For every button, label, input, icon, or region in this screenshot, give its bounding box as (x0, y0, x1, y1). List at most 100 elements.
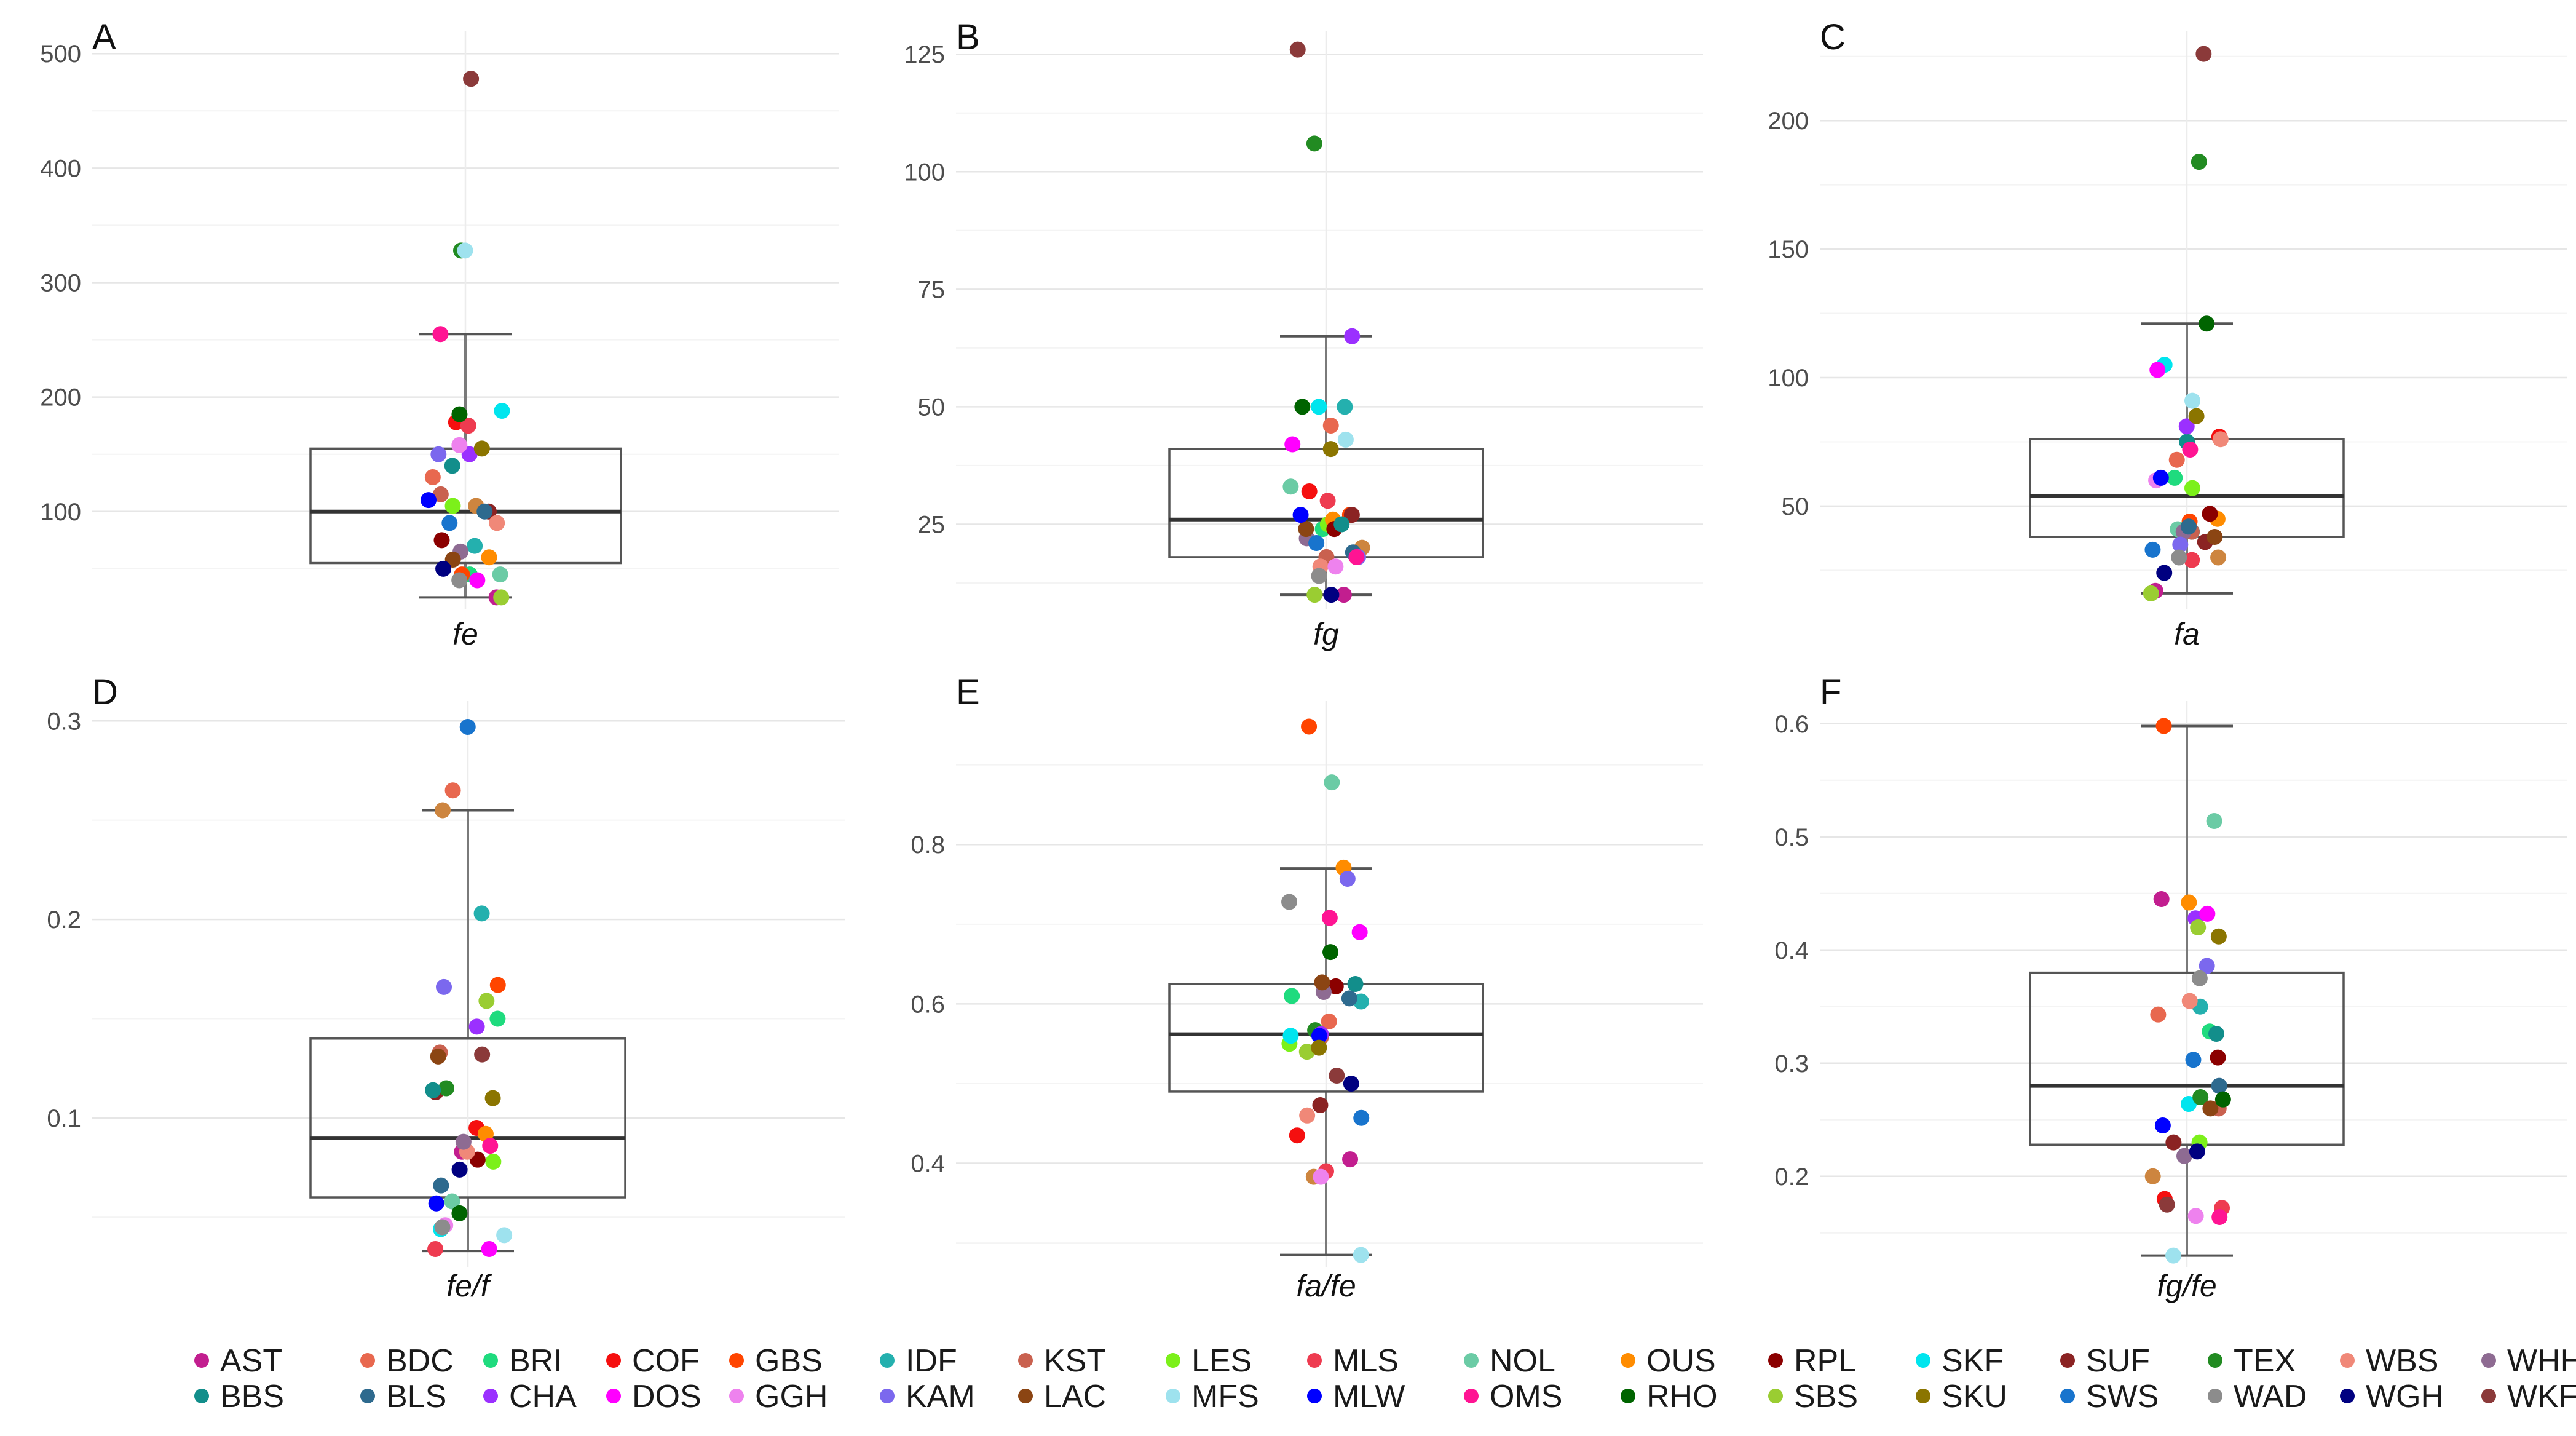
legend-label: IDF (906, 1343, 957, 1379)
data-point-mfs (2184, 392, 2201, 409)
legend-label: WHH (2507, 1343, 2576, 1379)
legend-label: NOL (1490, 1343, 1555, 1379)
data-point-wgh (1343, 1075, 1359, 1092)
legend-item-gbs: GBS (729, 1343, 823, 1379)
data-point-sbs (493, 589, 510, 606)
legend-label: MLS (1333, 1343, 1399, 1379)
data-point-wbs (2181, 993, 2198, 1009)
legend-swatch (606, 1353, 621, 1368)
legend-label: BBS (220, 1379, 284, 1414)
data-point-sws (1308, 535, 1325, 552)
data-point-wad (451, 572, 468, 589)
legend-swatch (606, 1389, 621, 1403)
legend-item-bdc: BDC (360, 1343, 454, 1379)
data-point-ast (1342, 1151, 1359, 1168)
data-point-sbs (2143, 585, 2159, 601)
legend-item-lac: LAC (1018, 1379, 1106, 1414)
legend-item-ous: OUS (1621, 1343, 1716, 1379)
legend-swatch (360, 1389, 375, 1403)
data-point-wad (1311, 568, 1327, 584)
panel-letter: F (1820, 672, 1841, 712)
legend-item-skf: SKF (1916, 1343, 2004, 1379)
data-point-sku (2210, 928, 2227, 945)
data-point-les (485, 1153, 502, 1170)
data-point-zws (2144, 1168, 2161, 1184)
data-point-rpl (433, 532, 450, 549)
data-point-mfs (496, 1227, 513, 1244)
legend-item-nol: NOL (1464, 1343, 1555, 1379)
data-point-wbs (1299, 1107, 1316, 1124)
data-point-sws (1353, 1109, 1370, 1126)
data-point-suf (1343, 507, 1360, 523)
data-point-dos (469, 572, 486, 589)
legend-label: WKF (2507, 1379, 2576, 1414)
legend-label: BRI (509, 1343, 563, 1379)
y-tick-label: 0.6 (911, 991, 945, 1018)
data-point-mlw (421, 492, 437, 509)
legend-swatch (880, 1353, 895, 1368)
data-point-mlw (2152, 469, 2169, 486)
data-point-bbs (444, 458, 460, 474)
legend-label: BLS (386, 1379, 446, 1414)
data-point-cof (1289, 1127, 1305, 1144)
legend-item-bls: BLS (360, 1379, 446, 1414)
legend-label: CHA (509, 1379, 577, 1414)
data-point-bbs (1333, 516, 1350, 533)
data-point-oms (1321, 910, 1338, 926)
legend-item-rho: RHO (1621, 1379, 1718, 1414)
data-point-wkf (1329, 1068, 1345, 1084)
legend-item-dos: DOS (606, 1379, 701, 1414)
data-point-ggh (1313, 1168, 1329, 1185)
x-axis-label: fg (1313, 617, 1339, 651)
data-point-rpl (2210, 1049, 2226, 1066)
legend-label: BDC (386, 1343, 454, 1379)
data-point-skf (1282, 1028, 1299, 1044)
data-point-rpl (1327, 978, 1344, 994)
y-tick-label: 100 (1768, 365, 1809, 392)
legend-item-les: LES (1166, 1343, 1252, 1379)
legend-item-kam: KAM (880, 1379, 975, 1414)
legend-swatch (1464, 1389, 1479, 1403)
data-point-dos (2199, 905, 2216, 922)
data-point-oms (2211, 1209, 2228, 1226)
x-axis-label: fa/fe (1296, 1269, 1356, 1303)
legend-item-wkf: WKF (2481, 1379, 2576, 1414)
data-point-dos (1351, 924, 1368, 940)
data-point-lac (1314, 974, 1330, 991)
legend-item-cha: CHA (483, 1379, 577, 1414)
legend-label: RHO (1646, 1379, 1718, 1414)
data-point-oms (432, 326, 449, 343)
legend-label: SWS (2086, 1379, 2159, 1414)
legend-swatch (1621, 1353, 1635, 1368)
y-tick-label: 0.6 (1774, 711, 1809, 738)
data-point-dos (481, 1240, 497, 1257)
data-point-sku (484, 1090, 501, 1106)
data-point-ous (2181, 894, 2197, 911)
data-point-kam (436, 978, 452, 995)
data-point-wkf (1289, 41, 1306, 58)
x-axis-label: fg/fe (2157, 1269, 2216, 1303)
legend-item-tex: TEX (2208, 1343, 2296, 1379)
data-point-bls (2211, 1077, 2227, 1094)
data-point-kam (2172, 536, 2189, 553)
data-point-mls (2184, 552, 2200, 568)
panel-E: 0.4 0.6 0.8 Efa/fe (911, 672, 1703, 1303)
data-point-kam (1339, 870, 1356, 887)
legend-label: OUS (1646, 1343, 1716, 1379)
data-point-oms (1348, 549, 1365, 565)
data-point-wkf (463, 71, 480, 87)
legend-item-sku: SKU (1916, 1379, 2007, 1414)
data-point-mfs (1353, 1247, 1369, 1263)
panel-B: 25 50 75 100 125 Bfg (904, 17, 1703, 651)
legend-label: RPL (1794, 1343, 1856, 1379)
data-point-idf (467, 538, 483, 554)
data-point-sbs (1306, 587, 1323, 603)
data-point-bls (2180, 518, 2197, 535)
data-point-sws (441, 515, 458, 531)
data-point-mlw (1311, 1028, 1327, 1044)
data-point-ggh (2187, 1208, 2204, 1224)
data-point-sbs (478, 993, 495, 1009)
data-point-skf (494, 402, 510, 419)
data-point-bls (476, 503, 493, 520)
legend-swatch (2340, 1353, 2355, 1368)
